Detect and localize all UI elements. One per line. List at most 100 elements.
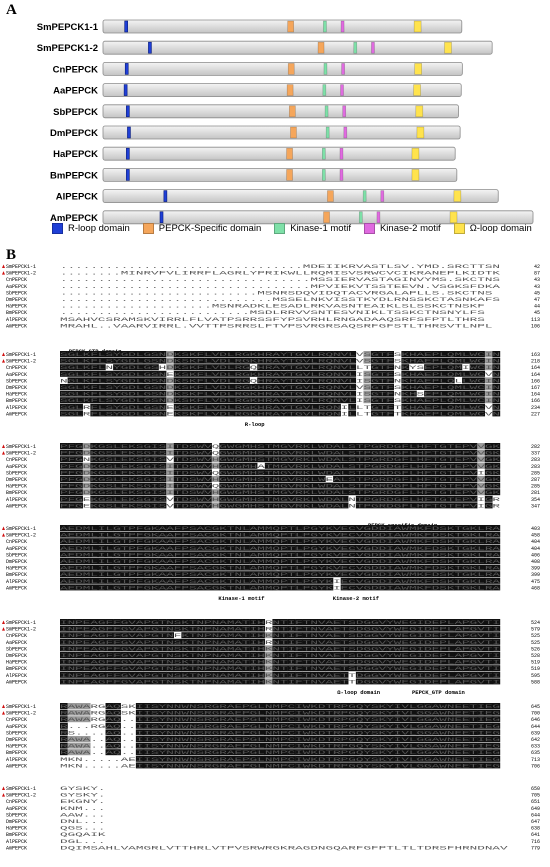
conservation-shade [477,742,486,749]
conservation-shade [67,443,76,449]
conservation-shade [401,729,410,736]
conservation-shade [249,755,258,762]
conservation-shade [310,709,319,716]
conservation-shade [226,558,235,564]
conservation-shade [151,619,159,625]
conservation-shade [340,729,349,736]
conservation-shade [462,489,470,496]
conservation-shade [196,357,205,364]
conservation-shade [219,476,228,482]
alignment-row: CnPEPCK AEDMLILGTPFGKAAFPSACGKTNLAMMQPTLP… [6,538,540,545]
conservation-shade [105,584,114,591]
alignment-block: SmPEPCK1-1..............................… [2,264,540,329]
conservation-shade [355,703,364,709]
conservation-shade [226,384,235,390]
conservation-shade [151,709,159,716]
alignment-row: SbPEPCK NGLKFLSYGDLGSNDKSKFLVDLRGQHRAYTGV… [6,377,540,384]
conservation-shade [280,564,288,571]
conservation-shade [325,762,334,769]
conservation-shade [211,762,220,769]
conservation-shade [219,584,228,591]
conservation-shade [249,632,258,639]
row-name: SmPEPCK1-1 [6,704,36,710]
conservation-shade [355,489,364,496]
conservation-shade [173,665,182,672]
conservation-shade [424,729,432,736]
conservation-shade [386,619,394,625]
conservation-shade [204,384,212,390]
conservation-shade [67,397,76,404]
conservation-shade [181,671,190,678]
conservation-shade [105,678,114,685]
conservation-shade [113,544,121,551]
conservation-shade [188,538,197,545]
conservation-shade [454,558,463,564]
conservation-shade [348,625,357,632]
conservation-shade [386,665,394,672]
conservation-shade [151,749,159,756]
conservation-shade [302,678,311,685]
row-name: SmPEPCK1-1 [6,786,36,792]
conservation-shade [401,571,410,578]
kinase-1-mark [362,190,367,202]
conservation-shade [333,632,341,639]
row-name: HaPEPCK [6,660,27,666]
conservation-shade [431,469,440,476]
conservation-shade [317,722,326,729]
conservation-shade [325,489,334,496]
conservation-shade [60,736,68,742]
conservation-shade [158,351,167,357]
conservation-shade [325,531,334,538]
conservation-shade [272,652,281,658]
conservation-shade [295,584,303,591]
conservation-shade [378,584,387,591]
conservation-shade [295,410,303,417]
conservation-shade [454,525,463,531]
conservation-shade [234,632,243,639]
conservation-shade [280,538,288,545]
conservation-shade [355,652,364,658]
conservation-shade [469,377,478,384]
conservation-shade [204,364,212,371]
position-number: 403 [531,526,540,532]
conservation-shade [143,762,152,769]
conservation-shade [454,665,463,672]
conservation-shade [280,403,288,410]
kinase-2-mark [342,105,347,118]
conservation-shade [226,736,235,742]
conservation-shade [477,531,486,538]
conservation-shade [67,638,76,645]
conservation-shade [60,571,68,578]
conservation-shade [287,645,296,652]
conservation-shade [439,384,448,390]
conservation-shade [317,716,326,723]
conservation-shade [196,489,205,496]
position-number: 638 [531,826,540,832]
conservation-shade [226,370,235,377]
row-name: AaPEPCK [6,640,27,646]
conservation-shade [75,403,83,410]
conservation-shade [242,755,250,762]
position-number: 404 [531,539,540,545]
conservation-shade [226,564,235,571]
conservation-shade [408,571,417,578]
conservation-shade [181,564,190,571]
pepck-specific-mark [327,190,334,202]
conservation-shade [204,671,212,678]
conservation-shade [173,658,182,665]
conservation-shade [82,351,91,357]
conservation-shade [272,558,281,564]
conservation-shade [158,645,167,652]
conservation-shade [264,397,273,404]
conservation-shade [249,742,258,749]
sequence-text: ................................MDEIIKRV… [60,264,500,270]
conservation-shade [340,709,349,716]
conservation-shade [257,551,266,558]
conservation-shade [302,703,311,709]
conservation-shade [462,351,470,357]
conservation-shade [424,551,432,558]
conservation-shade [408,544,417,551]
conservation-shade [219,722,228,729]
conservation-shade [439,584,448,591]
conservation-shade [386,584,394,591]
